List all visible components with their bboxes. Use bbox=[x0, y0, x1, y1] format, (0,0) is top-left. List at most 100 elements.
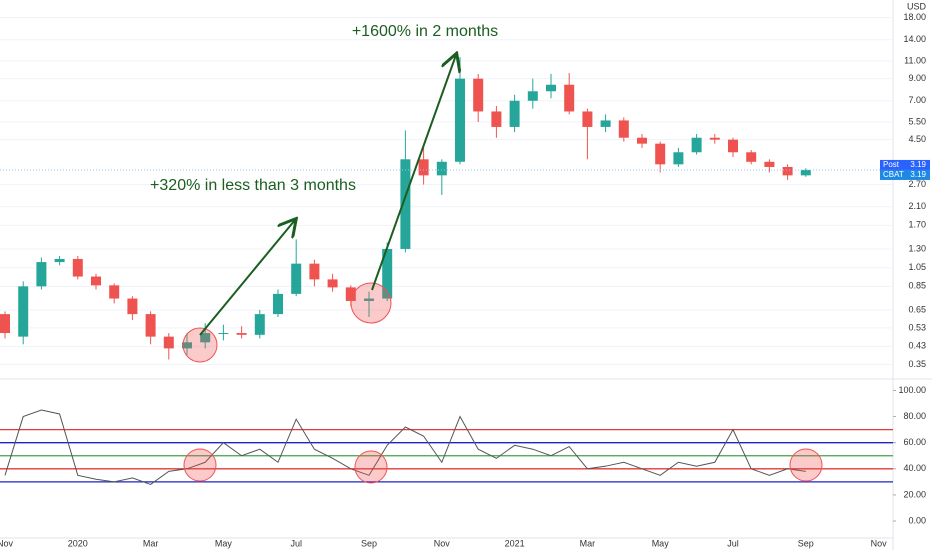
x-tick-label: Sep bbox=[798, 538, 814, 548]
candle-body bbox=[582, 111, 593, 127]
y-tick-label: 1.70 bbox=[908, 220, 926, 230]
candle-body bbox=[800, 169, 811, 176]
candle-body bbox=[673, 152, 684, 165]
annotations: +320% in less than 3 months +1600% in 2 … bbox=[150, 23, 823, 484]
y-tick-label: 80.00 bbox=[903, 411, 926, 421]
candle-body bbox=[145, 314, 156, 337]
candle-body bbox=[364, 298, 374, 301]
arrow bbox=[371, 55, 456, 291]
x-tick-label: 2020 bbox=[68, 538, 88, 548]
x-tick-label: May bbox=[215, 538, 233, 548]
price-tag bbox=[880, 159, 930, 170]
x-tick-label: Mar bbox=[580, 538, 596, 548]
y-tick-label: 100.00 bbox=[898, 385, 926, 395]
annotation: +320% in less than 3 months bbox=[150, 177, 356, 194]
price-tag-value: 3.19 bbox=[910, 170, 926, 179]
highlight-circle bbox=[354, 450, 388, 484]
currency-label: USD bbox=[907, 1, 927, 11]
x-tick-label: Nov bbox=[871, 538, 888, 548]
candle-body bbox=[782, 166, 793, 176]
candle-body bbox=[72, 258, 83, 277]
y-tick-label: 2.70 bbox=[908, 179, 926, 189]
candle-body bbox=[182, 342, 192, 349]
y-tick-label: 4.50 bbox=[908, 134, 926, 144]
candle-body bbox=[691, 137, 702, 153]
candle-body bbox=[0, 314, 10, 334]
annotation: +1600% in 2 months bbox=[352, 23, 498, 40]
candle-body bbox=[637, 137, 647, 144]
highlight-circle bbox=[183, 448, 217, 482]
candle-body bbox=[54, 258, 65, 263]
y-tick-label: 14.00 bbox=[903, 34, 926, 44]
candle-body bbox=[400, 159, 411, 249]
candle-body bbox=[509, 100, 520, 127]
y-tick-label: 1.05 bbox=[908, 262, 926, 272]
candle-body bbox=[200, 333, 211, 343]
x-tick-label: Mar bbox=[143, 538, 159, 548]
highlight-circle bbox=[182, 327, 218, 363]
y-tick-label: 0.35 bbox=[908, 359, 926, 369]
y-tick-label: 20.00 bbox=[903, 489, 926, 499]
candle-body bbox=[618, 120, 629, 138]
candle-body bbox=[655, 143, 666, 165]
candle-body bbox=[127, 298, 138, 315]
price-tag-label: Post bbox=[883, 160, 900, 169]
candle-body bbox=[382, 248, 393, 299]
candle-body bbox=[436, 161, 447, 176]
price-tag-value: 3.19 bbox=[910, 160, 926, 169]
y-tick-label: 0.53 bbox=[908, 322, 926, 332]
candle-body bbox=[709, 137, 720, 140]
candle-body bbox=[728, 139, 738, 153]
x-tick-label: 2021 bbox=[505, 538, 525, 548]
y-tick-label: 40.00 bbox=[903, 463, 926, 473]
candle-body bbox=[746, 152, 757, 162]
highlight-circle bbox=[350, 282, 392, 324]
candle-body bbox=[109, 285, 120, 299]
y-tick-label: 60.00 bbox=[903, 437, 926, 447]
candle-body bbox=[36, 262, 47, 287]
candle-body bbox=[18, 286, 29, 337]
x-tick-label: Jul bbox=[727, 538, 739, 548]
candle-body bbox=[473, 78, 484, 112]
candle-body bbox=[600, 120, 611, 127]
x-tick-label: May bbox=[652, 538, 670, 548]
candle-body bbox=[218, 333, 229, 335]
y-tick-label: 9.00 bbox=[908, 73, 926, 83]
y-tick-label: 7.00 bbox=[908, 95, 926, 105]
candle-body bbox=[163, 336, 174, 349]
arrow bbox=[199, 220, 295, 336]
candle-body bbox=[345, 287, 356, 301]
candle-body bbox=[291, 263, 302, 294]
x-tick-label: Jul bbox=[290, 538, 302, 548]
candle-body bbox=[455, 78, 465, 162]
marks: 18.00 14.00 11.00 9.00 7.00 5.50 4.50 2.70 2.10 1… bbox=[0, 12, 930, 548]
x-tick-label: Nov bbox=[0, 538, 13, 548]
y-tick-label: 11.00 bbox=[904, 55, 926, 65]
price-tag bbox=[880, 169, 930, 180]
y-tick-label: 0.43 bbox=[908, 341, 926, 351]
y-tick-label: 0.00 bbox=[908, 515, 926, 525]
y-tick-label: 1.30 bbox=[908, 243, 926, 253]
candle-body bbox=[418, 159, 429, 176]
candle-body bbox=[564, 84, 575, 112]
y-tick-label: 5.50 bbox=[908, 116, 926, 126]
candle-body bbox=[91, 276, 101, 286]
indicator-line bbox=[4, 409, 806, 486]
y-tick-label: 2.10 bbox=[908, 201, 926, 211]
y-tick-label: 18.00 bbox=[903, 12, 926, 22]
y-tick-label: 0.65 bbox=[908, 304, 926, 314]
candle-body bbox=[273, 293, 283, 315]
candle-body bbox=[764, 161, 775, 167]
candle-body bbox=[254, 314, 265, 335]
candle-body bbox=[546, 84, 556, 92]
candle-body bbox=[236, 333, 247, 335]
candle-body bbox=[327, 279, 338, 288]
y-tick-label: 0.85 bbox=[908, 281, 926, 291]
x-tick-label: Sep bbox=[361, 538, 377, 548]
x-tick-label: Nov bbox=[434, 538, 451, 548]
highlight-circle bbox=[789, 448, 823, 482]
candle-body bbox=[309, 263, 320, 280]
price-tag-label: CBAT bbox=[883, 170, 904, 179]
